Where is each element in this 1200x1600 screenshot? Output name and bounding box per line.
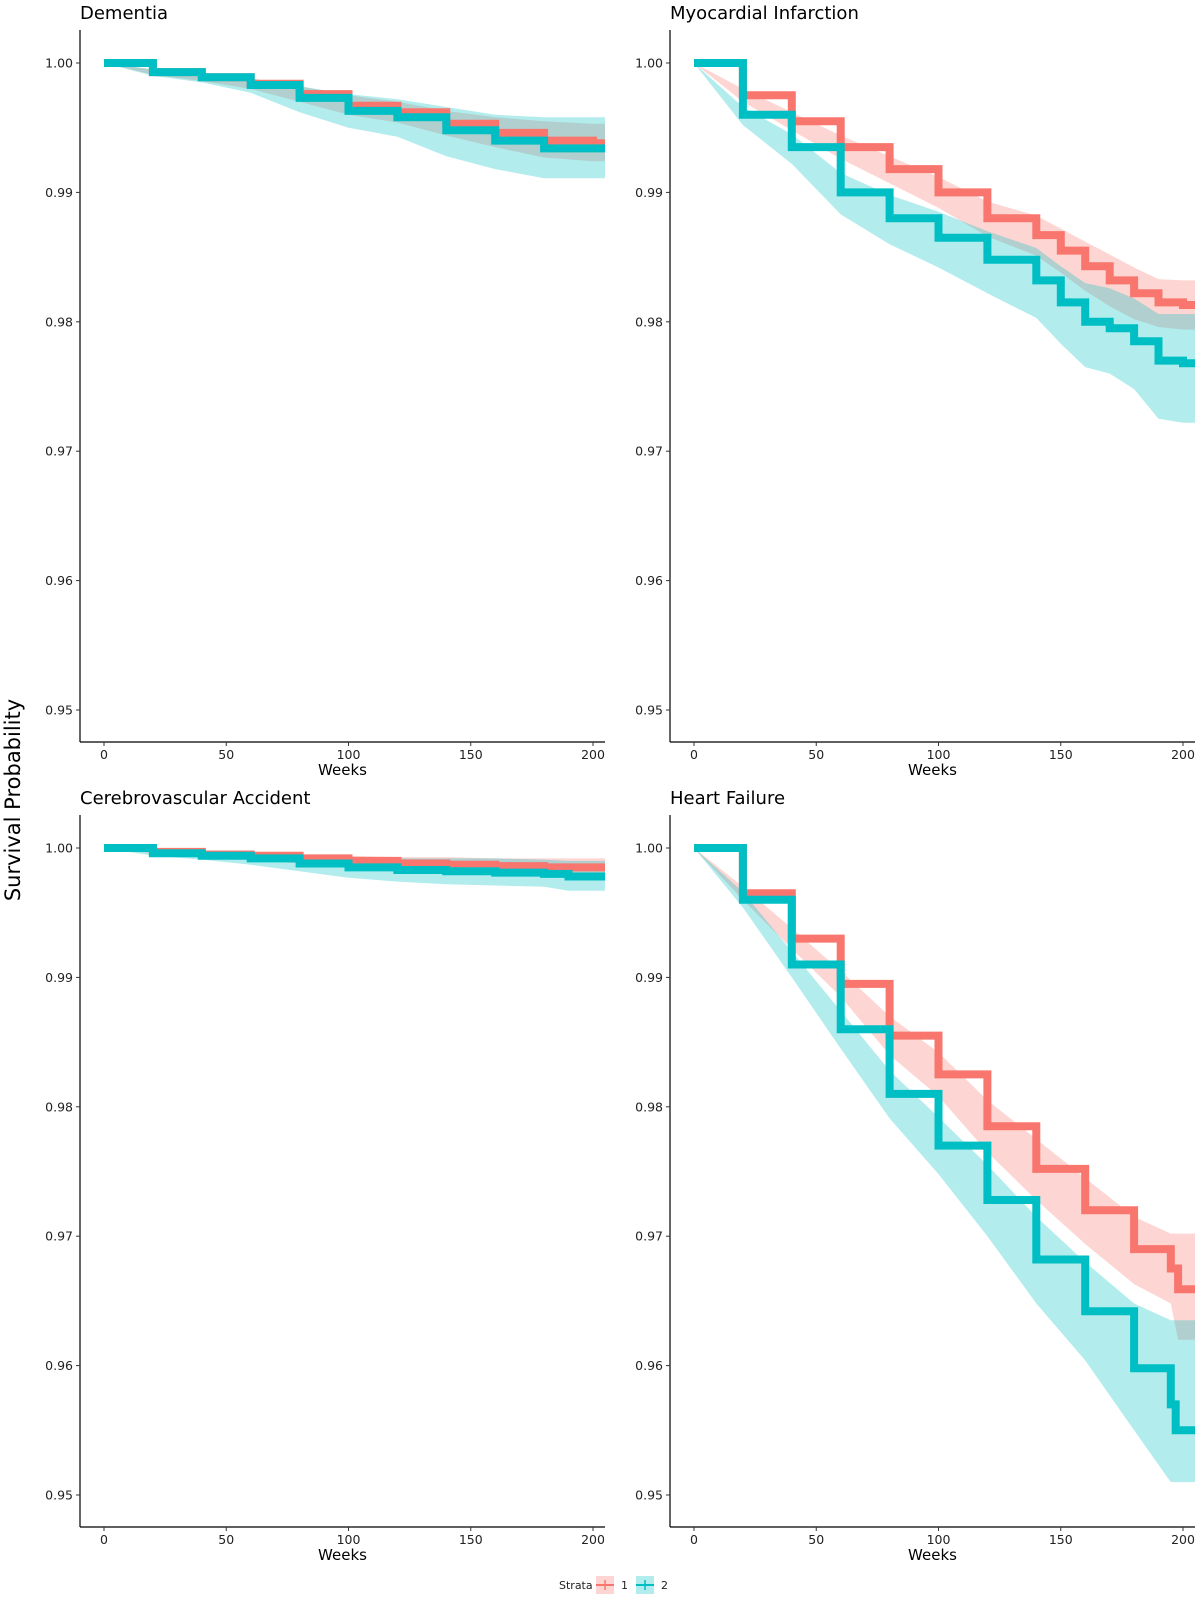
y-tick-label: 0.95 (45, 703, 73, 718)
y-tick-label: 1.00 (635, 841, 663, 856)
x-tick-label: 0 (100, 747, 108, 762)
survival-line-strata-2 (694, 59, 1195, 368)
y-tick-label: 1.00 (45, 56, 73, 71)
panels: Dementia 0.95 0.96 0.97 0.98 0.99 1.00 0 50 100 15… (45, 3, 1195, 1564)
x-tick-label: 50 (218, 747, 234, 762)
y-tick-label: 1.00 (635, 56, 663, 71)
survival-line-strata-1 (694, 59, 1195, 309)
ci-band-strata-2 (104, 63, 605, 179)
ci-band-strata-2 (694, 848, 1195, 1483)
survival-line-strata-2 (104, 59, 605, 153)
x-tick-label: 100 (337, 1532, 361, 1547)
x-tick-label: 150 (459, 1532, 483, 1547)
y-tick-label: 0.99 (45, 970, 73, 985)
panel-title: Heart Failure (670, 788, 785, 809)
x-tick-label: 200 (581, 747, 605, 762)
y-tick-label: 0.99 (45, 185, 73, 200)
y-tick-label: 0.98 (45, 1099, 73, 1114)
y-tick-label: 0.97 (45, 444, 73, 459)
legend-title: Strata (559, 1579, 593, 1592)
y-tick-label: 1.00 (45, 841, 73, 856)
legend-label: 2 (661, 1579, 668, 1592)
ci-band-strata-1 (694, 848, 1195, 1340)
panel-title: Myocardial Infarction (670, 3, 859, 24)
panel-3: Cerebrovascular Accident 0.95 0.96 0.97 0.98… (45, 788, 605, 1564)
x-axis-title: Weeks (908, 1546, 957, 1564)
y-tick-label: 0.95 (635, 703, 663, 718)
y-tick-label: 0.97 (45, 1229, 73, 1244)
x-tick-label: 200 (1171, 747, 1195, 762)
panel-4: Heart Failure 0.95 0.96 0.97 0.98 0.99 1.00 0 50… (635, 788, 1195, 1564)
x-tick-label: 50 (218, 1532, 234, 1547)
x-tick-label: 0 (690, 747, 698, 762)
y-tick-label: 0.97 (635, 1229, 663, 1244)
y-tick-label: 0.96 (45, 1358, 73, 1373)
y-tick-label: 0.96 (635, 1358, 663, 1373)
survival-line-strata-2 (104, 844, 605, 881)
x-tick-label: 50 (808, 747, 824, 762)
legend-label: 1 (621, 1579, 628, 1592)
y-tick-label: 0.97 (635, 444, 663, 459)
x-axis-title: Weeks (318, 761, 367, 779)
panel-1: Dementia 0.95 0.96 0.97 0.98 0.99 1.00 0 50 100 15… (45, 3, 605, 779)
y-tick-label: 0.99 (635, 185, 663, 200)
x-tick-label: 150 (1049, 747, 1073, 762)
y-tick-label: 0.98 (635, 1099, 663, 1114)
panel-2: Myocardial Infarction 0.95 0.96 0.97 0.98 0.9… (635, 3, 1195, 779)
x-axis-title: Weeks (318, 1546, 367, 1564)
legend: Strata 1 2 (559, 1576, 668, 1594)
panel-title: Dementia (80, 3, 168, 24)
legend-entry-2: 2 (636, 1576, 668, 1594)
x-tick-label: 200 (1171, 1532, 1195, 1547)
x-tick-label: 0 (690, 1532, 698, 1547)
x-tick-label: 100 (927, 747, 951, 762)
y-axis-title: Survival Probability (1, 699, 25, 901)
y-tick-label: 0.95 (635, 1488, 663, 1503)
x-tick-label: 100 (337, 747, 361, 762)
x-tick-label: 200 (581, 1532, 605, 1547)
y-tick-label: 0.96 (45, 573, 73, 588)
y-tick-label: 0.98 (45, 314, 73, 329)
x-axis-title: Weeks (908, 761, 957, 779)
y-tick-label: 0.99 (635, 970, 663, 985)
survival-line-strata-2 (694, 844, 1195, 1435)
x-tick-label: 150 (459, 747, 483, 762)
x-tick-label: 50 (808, 1532, 824, 1547)
x-tick-label: 150 (1049, 1532, 1073, 1547)
legend-entry-1: 1 (596, 1576, 628, 1594)
y-tick-label: 0.95 (45, 1488, 73, 1503)
x-tick-label: 0 (100, 1532, 108, 1547)
y-tick-label: 0.96 (635, 573, 663, 588)
x-tick-label: 100 (927, 1532, 951, 1547)
y-tick-label: 0.98 (635, 314, 663, 329)
panel-title: Cerebrovascular Accident (80, 788, 310, 809)
ci-band-strata-2 (694, 63, 1195, 423)
